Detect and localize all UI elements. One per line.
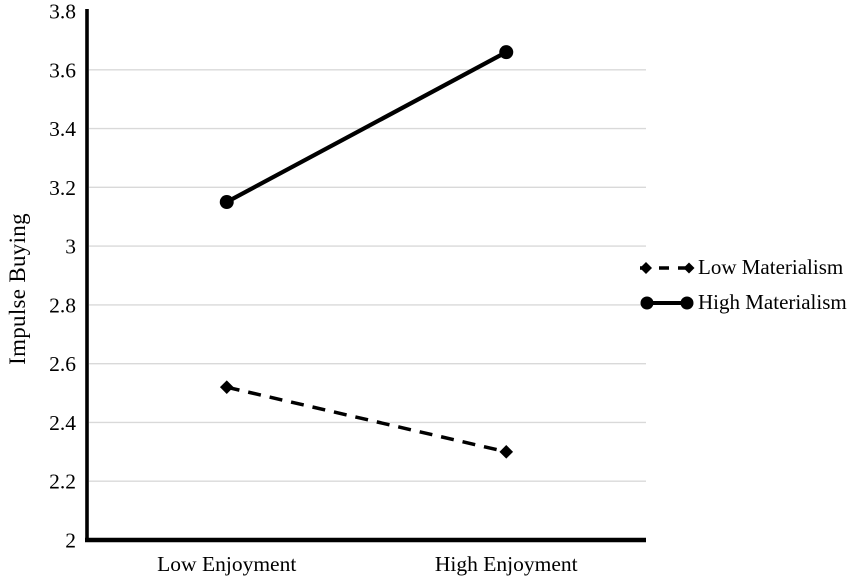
y-tick-label: 3.2 <box>49 176 76 200</box>
data-point-diamond-low-materialism <box>499 445 514 459</box>
y-axis-title: Impulse Buying <box>5 213 30 365</box>
y-tick-label: 3.6 <box>49 58 76 82</box>
y-tick-label: 2 <box>65 529 76 553</box>
x-tick-label: Low Enjoyment <box>157 552 296 576</box>
series-line-high-materialism <box>225 50 508 204</box>
legend-item-low-materialism: Low Materialism <box>639 250 847 285</box>
dashed-line-diamond-marker-icon <box>640 261 695 274</box>
x-tick-label: High Enjoyment <box>435 552 578 576</box>
y-tick-label: 3.8 <box>49 0 76 24</box>
legend-label-low-materialism: Low Materialism <box>698 255 844 279</box>
legend-item-high-materialism: High Materialism <box>639 285 847 320</box>
series-line-low-materialism <box>226 385 507 454</box>
y-tick-label: 2.6 <box>49 352 76 376</box>
y-tick-label: 2.4 <box>49 411 76 435</box>
y-tick-label: 3.4 <box>49 117 76 141</box>
solid-line-circle-marker-icon <box>640 296 694 309</box>
y-tick-label: 2.8 <box>49 293 76 317</box>
data-point-circle-high-materialism <box>499 45 514 60</box>
legend: Low Materialism High Materialism <box>639 250 847 320</box>
data-point-circle-high-materialism <box>219 195 234 210</box>
y-tick-label: 3 <box>65 235 76 259</box>
legend-label-high-materialism: High Materialism <box>698 290 847 314</box>
data-point-diamond-low-materialism <box>219 380 234 394</box>
y-tick-label: 2.2 <box>49 470 76 494</box>
